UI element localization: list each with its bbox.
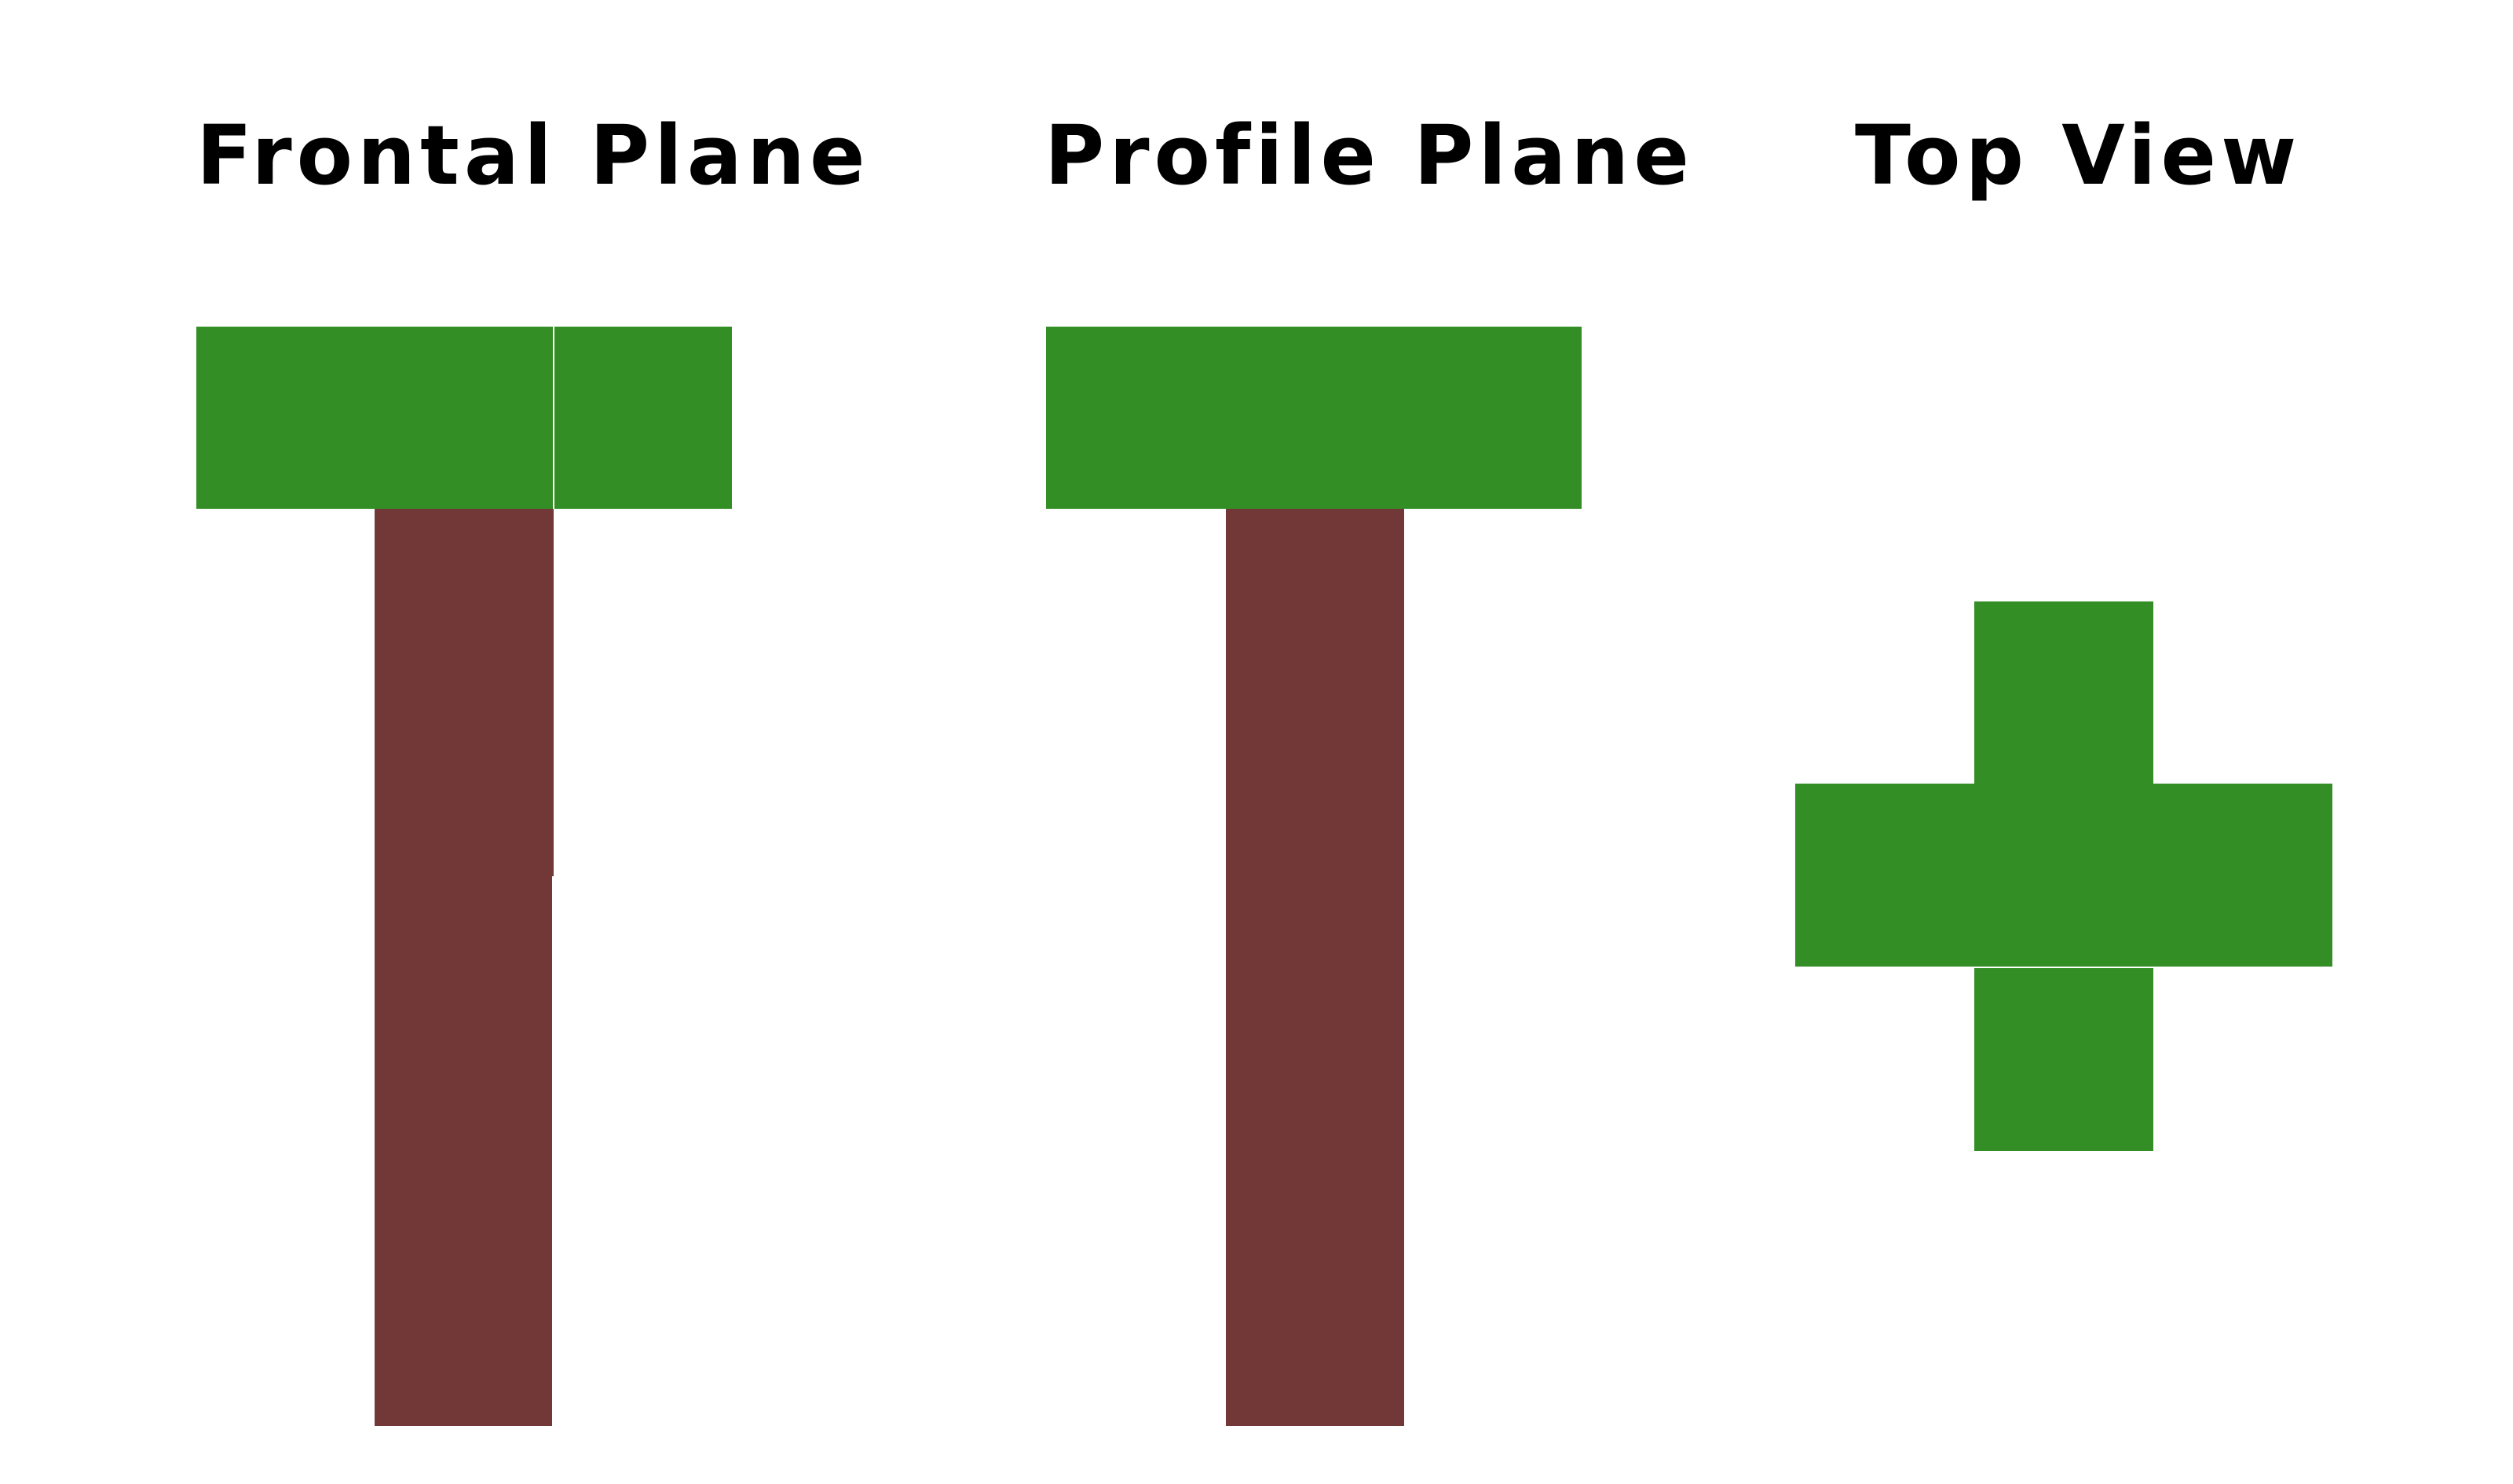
top-view-cross-lower-arm <box>1974 968 2153 1151</box>
frontal-plane-title: Frontal Plane <box>196 108 870 203</box>
top-view-title: Top View <box>1855 108 2302 203</box>
frontal-foliage-block-right <box>554 327 732 509</box>
frontal-trunk-lower <box>375 876 552 1426</box>
frontal-trunk-upper <box>375 509 554 876</box>
top-view-cross-horizontal-bar <box>1795 784 2332 967</box>
frontal-foliage-block-left <box>196 327 553 509</box>
top-view-cross-upper-arm <box>1974 601 2153 784</box>
profile-foliage-block <box>1046 327 1582 509</box>
profile-plane-title: Profile Plane <box>1044 108 1694 203</box>
profile-trunk <box>1226 509 1404 1426</box>
